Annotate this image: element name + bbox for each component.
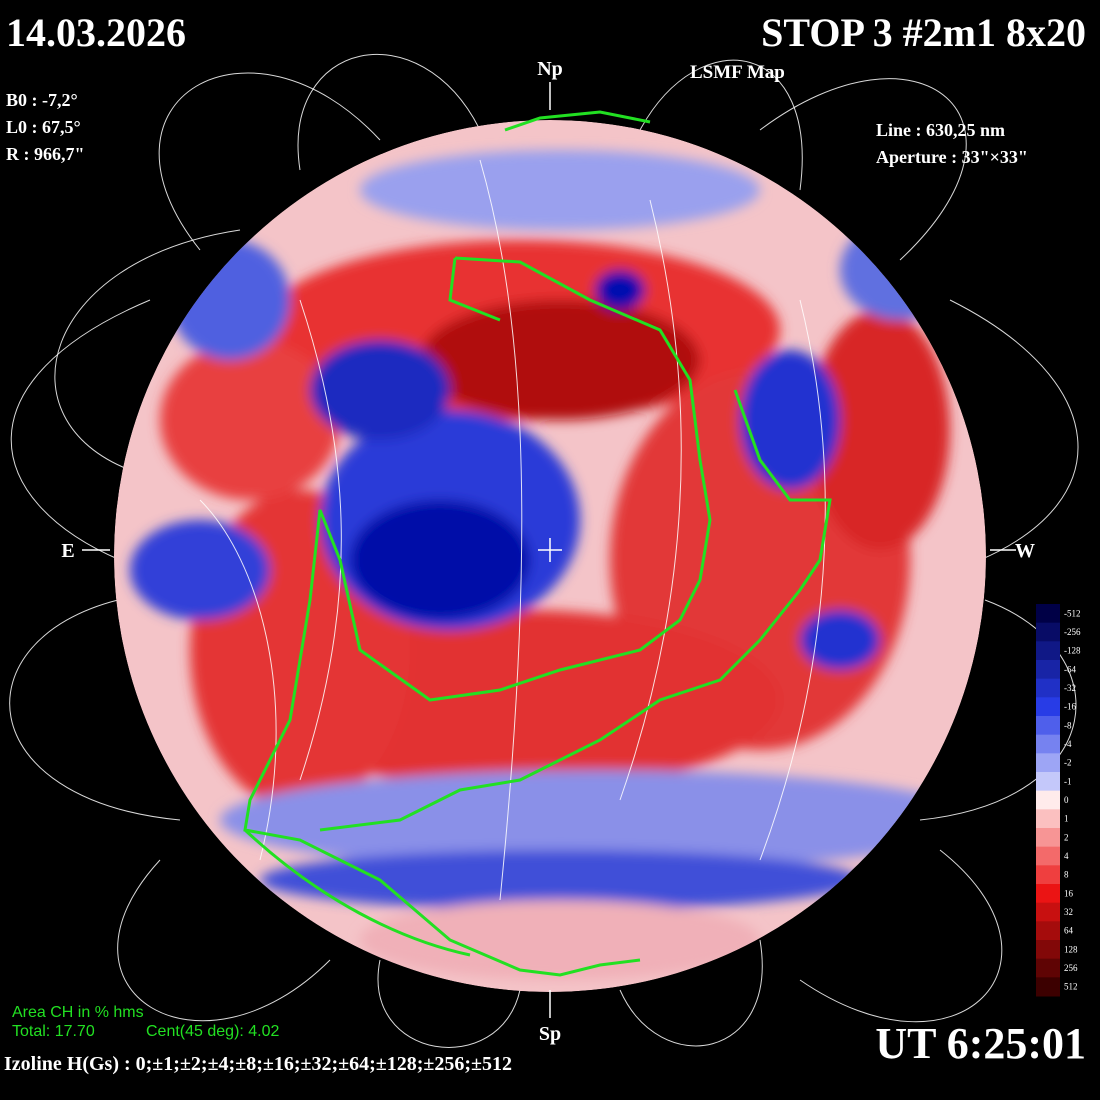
colorbar-segment [1036,678,1060,698]
colorbar-segment [1036,902,1060,922]
colorbar-label: 0 [1064,795,1069,805]
colorbar-label: -32 [1064,683,1076,693]
colorbar-segment [1036,622,1060,642]
subtitle: LSMF Map [690,62,785,83]
colorbar-segment [1036,772,1060,792]
colorbar-label: 128 [1064,944,1078,954]
colorbar-segment [1036,604,1060,624]
west-label: W [1015,540,1035,562]
colorbar-label: 1 [1064,814,1069,824]
area-title: Area CH in % hms [12,1004,144,1021]
time: UT 6:25:01 [875,1019,1086,1068]
colorbar-label: -2 [1064,758,1072,768]
colorbar-segment [1036,828,1060,848]
colorbar-segment [1036,977,1060,997]
colorbar-segment [1036,641,1060,661]
param: R : 966,7" [6,144,85,164]
colorbar-label: 512 [1064,982,1078,992]
field-lines-disk [199,159,826,901]
colorbar-segment [1036,809,1060,829]
colorbar-segment [1036,716,1060,736]
colorbar-label: 8 [1064,870,1069,880]
colorbar-segment [1036,753,1060,773]
coronal-hole-contour [243,110,832,977]
date: 14.03.2026 [6,10,186,55]
colorbar-segment [1036,846,1060,866]
colorbar-label: -128 [1064,646,1081,656]
colorbar: -512 -256 -128 -64 -32 -16 -8 -4 -2 -1 0 1 2 4 8 16 32 64… [1036,604,1081,997]
colorbar-label: -1 [1064,776,1072,786]
colorbar-label: -512 [1064,608,1081,618]
colorbar-label: -16 [1064,702,1076,712]
param: L0 : 67,5° [6,117,81,137]
colorbar-label: -8 [1064,720,1072,730]
colorbar-segment [1036,865,1060,885]
colorbar-label: 4 [1064,851,1069,861]
param: Aperture : 33"×33" [876,147,1028,167]
colorbar-label: -64 [1064,664,1076,674]
colorbar-segment [1036,660,1060,680]
colorbar-segment [1036,697,1060,717]
colorbar-segment [1036,734,1060,754]
param: B0 : -7,2° [6,90,78,110]
area-total: Total: 17.70 [12,1023,95,1040]
title: STOP 3 #2m1 8x20 [761,10,1086,55]
colorbar-label: 64 [1064,926,1074,936]
colorbar-label: -256 [1064,627,1081,637]
colorbar-label: 2 [1064,832,1069,842]
colorbar-label: 256 [1064,963,1078,973]
colorbar-segment [1036,958,1060,978]
colorbar-label: -4 [1064,739,1072,749]
colorbar-label: 16 [1064,888,1074,898]
field-lines-outer [9,53,1079,1048]
colorbar-segment [1036,921,1060,941]
north-label: Np [537,58,563,80]
center-cross [82,82,1016,1018]
south-label: Sp [539,1023,561,1045]
colorbar-segment [1036,884,1060,904]
colorbar-segment [1036,940,1060,960]
colorbar-label: 32 [1064,907,1073,917]
colorbar-segment [1036,790,1060,810]
area-central: Cent(45 deg): 4.02 [146,1023,280,1040]
param: Line : 630,25 nm [876,120,1005,140]
east-label: E [61,540,74,562]
izoline: Izoline H(Gs) : 0;±1;±2;±4;±8;±16;±32;±6… [4,1053,512,1075]
